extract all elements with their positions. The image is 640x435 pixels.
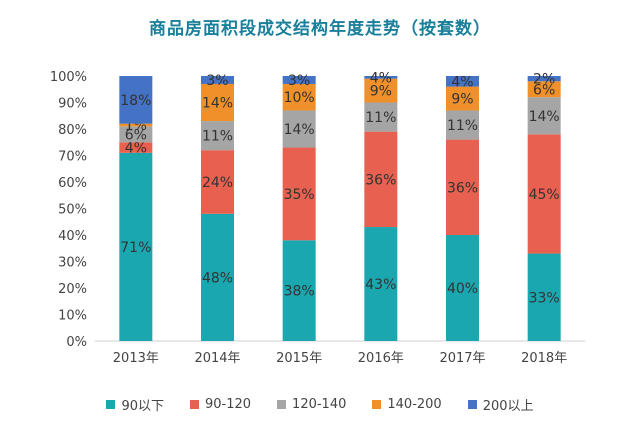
data-label: 43% <box>365 277 396 293</box>
legend-swatch <box>277 400 287 409</box>
bar-segment <box>119 126 153 143</box>
data-label: 48% <box>202 270 233 286</box>
legend-label: 200以上 <box>482 399 534 414</box>
bar-segment <box>446 76 479 87</box>
data-label: 14% <box>529 109 560 125</box>
bar-segment <box>446 110 479 140</box>
legend-item: 90以下 <box>106 395 164 414</box>
bar-segment <box>364 131 398 228</box>
bar-segment <box>446 86 479 111</box>
legend-label: 120-140 <box>292 397 347 412</box>
y-tick-label: 90% <box>58 97 87 112</box>
bar-segment <box>119 142 153 153</box>
x-tick-label: 2014年 <box>194 351 240 366</box>
x-tick-label: 2015年 <box>276 351 322 366</box>
data-label: 14% <box>202 96 233 112</box>
bar-segment <box>201 83 234 122</box>
data-label: 9% <box>451 92 473 108</box>
data-label: 3% <box>288 73 310 89</box>
data-label: 45% <box>529 187 560 203</box>
data-label: 9% <box>370 84 392 100</box>
data-label: 6% <box>125 127 147 143</box>
data-label: 3% <box>206 73 228 89</box>
bar-segment <box>282 240 316 341</box>
bar-segment <box>527 134 561 254</box>
bar-segment <box>282 83 316 111</box>
y-tick-label: 40% <box>58 229 87 244</box>
data-label: 4% <box>125 141 147 157</box>
data-label: 40% <box>447 281 478 297</box>
legend-item: 120-140 <box>277 395 346 414</box>
bar-segment <box>527 81 561 98</box>
data-label: 11% <box>202 129 233 145</box>
legend-label: 140-200 <box>387 397 442 412</box>
data-label: 2% <box>533 72 555 88</box>
y-tick-label: 100% <box>50 70 87 85</box>
bar-segment <box>446 235 479 341</box>
y-tick-label: 50% <box>58 203 87 218</box>
bar-segment <box>282 76 316 84</box>
y-tick-label: 10% <box>58 309 87 324</box>
data-label: 35% <box>284 187 315 203</box>
bar-segment <box>119 76 153 124</box>
bar-segment <box>446 139 479 235</box>
data-label: 33% <box>529 290 560 306</box>
legend-swatch <box>372 400 382 409</box>
x-tick-label: 2018年 <box>521 351 567 366</box>
data-label: 6% <box>533 82 555 98</box>
stacked-bar-chart: 0%10%20%30%40%50%60%70%80%90%100%71%4%6%… <box>50 70 585 366</box>
chart-legend: 90以下 90-120 120-140 140-200 200以上 <box>0 395 640 414</box>
legend-item: 140-200 <box>372 395 442 414</box>
bar-segment <box>282 110 316 148</box>
legend-item: 200以上 <box>467 395 534 414</box>
data-label: 18% <box>120 93 151 109</box>
data-label: 24% <box>202 175 233 191</box>
data-label: 36% <box>447 180 478 196</box>
chart-title: 商品房面积段成交结构年度走势（按套数） <box>149 19 491 39</box>
legend-swatch <box>467 400 477 409</box>
y-tick-label: 60% <box>58 176 87 191</box>
bar-segment <box>201 150 234 214</box>
bar-segment <box>119 123 153 127</box>
bar-segment <box>527 253 561 341</box>
bar-segment <box>119 152 153 341</box>
x-tick-label: 2016年 <box>358 351 404 366</box>
y-tick-label: 0% <box>66 335 87 350</box>
legend-item: 90-120 <box>190 395 251 414</box>
data-label: 71% <box>120 240 151 256</box>
bar-segment <box>201 76 234 84</box>
bar-segment <box>201 213 234 341</box>
bar-segment <box>364 102 398 132</box>
y-tick-label: 80% <box>58 123 87 138</box>
bar-segment <box>527 76 561 82</box>
data-label: 11% <box>447 118 478 134</box>
y-tick-label: 70% <box>58 150 87 165</box>
legend-swatch <box>190 400 199 409</box>
data-label: 38% <box>284 284 315 300</box>
bar-segment <box>364 78 398 103</box>
x-tick-label: 2013年 <box>113 351 159 366</box>
data-label: 10% <box>284 90 315 106</box>
legend-label: 90-120 <box>205 397 252 412</box>
data-label: 11% <box>365 110 396 126</box>
bar-segment <box>527 97 561 135</box>
bar-segment <box>364 227 398 341</box>
bar-segment <box>201 121 234 151</box>
legend-swatch <box>106 400 116 409</box>
data-label: 4% <box>451 74 473 90</box>
legend-label: 90以下 <box>121 399 164 414</box>
bar-segment <box>364 76 398 79</box>
bar-segment <box>282 147 316 241</box>
y-tick-label: 30% <box>58 256 87 271</box>
x-tick-label: 2017年 <box>439 351 485 366</box>
data-label: 36% <box>365 172 396 188</box>
data-label: 4% <box>370 70 392 86</box>
y-tick-label: 20% <box>58 282 87 297</box>
data-label: 14% <box>284 122 315 138</box>
